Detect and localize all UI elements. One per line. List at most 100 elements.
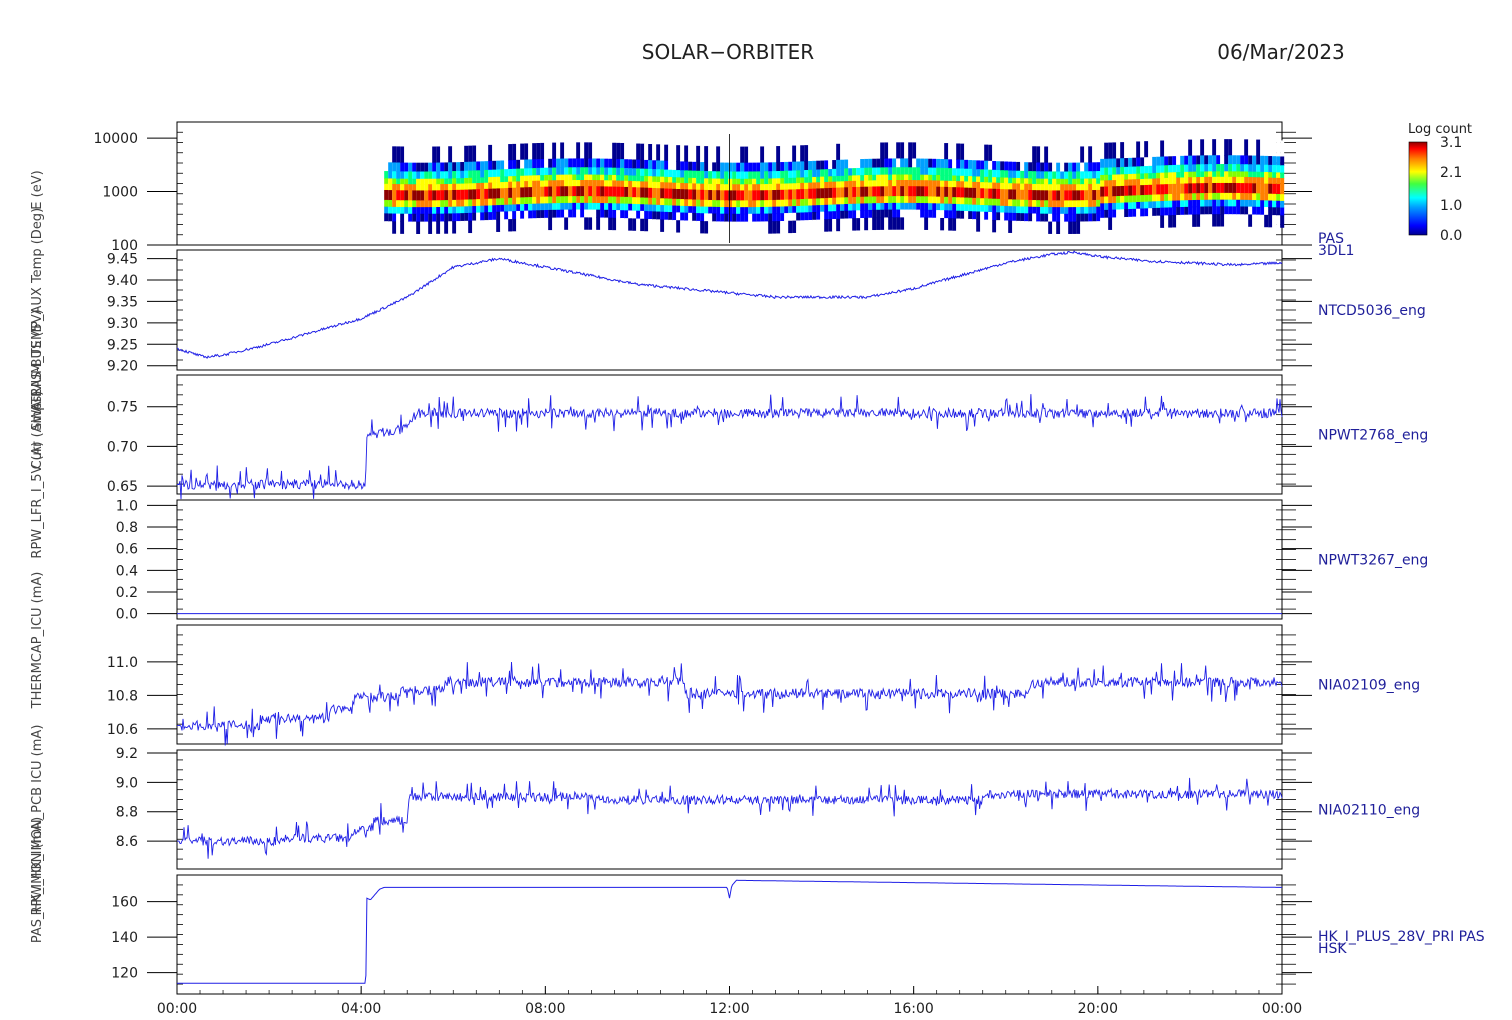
spectrogram-cell — [1160, 178, 1165, 185]
spectrogram-cell — [1128, 216, 1133, 230]
spectrogram-cell — [800, 199, 805, 207]
spectrogram-cell — [980, 188, 985, 199]
panel-frame — [176, 374, 1283, 495]
spectrogram-cell — [448, 178, 453, 185]
spectrogram-cell — [660, 144, 665, 162]
spectrogram-cell — [1048, 162, 1053, 172]
spectrogram-cell — [952, 197, 957, 205]
spectrogram-cell — [680, 182, 685, 190]
spectrogram-cell — [724, 184, 729, 191]
spectrogram-cell — [584, 202, 589, 211]
spectrogram-cell — [872, 142, 877, 160]
spectrogram-cell — [792, 189, 797, 200]
spectrogram-cell — [992, 198, 997, 206]
spectrogram-cell — [432, 162, 437, 172]
spectrogram-cell — [636, 187, 641, 198]
spectrogram-cell — [1160, 207, 1165, 217]
spectrogram-cell — [468, 206, 473, 214]
spectrogram-cell — [632, 218, 637, 231]
spectrogram-cell — [872, 186, 877, 197]
spectrogram-cell — [960, 210, 965, 220]
spectrogram-cell — [572, 209, 577, 218]
spectrogram-cell — [588, 217, 593, 230]
spectrogram-cell — [600, 167, 605, 176]
spectrogram-cell — [528, 180, 533, 188]
spectrogram-cell — [656, 144, 661, 161]
spectrogram-cell — [772, 183, 777, 191]
spectrogram-cell — [780, 162, 785, 172]
spectrogram-cell — [1140, 178, 1145, 186]
spectrogram-cell — [1096, 206, 1101, 214]
spectrogram-cell — [788, 177, 793, 184]
spectrogram-cell — [1016, 206, 1021, 214]
spectrogram-cell — [1072, 162, 1077, 172]
spectrogram-cell — [740, 162, 745, 173]
spectrogram-cell — [972, 219, 977, 232]
spectrogram-cell — [964, 197, 969, 205]
spectrogram-cell — [1032, 178, 1037, 185]
spectrogram-cell — [444, 162, 449, 172]
spectrogram-cell — [596, 180, 601, 187]
spectrogram-cell — [428, 171, 433, 180]
spectrogram-cell — [1212, 206, 1217, 215]
spectrogram-cell — [1276, 193, 1281, 202]
spectrogram-cell — [980, 198, 985, 206]
spectrogram-cell — [388, 200, 393, 208]
spectrogram-cell — [984, 205, 989, 213]
spectrogram-cell — [1220, 176, 1225, 184]
spectrogram-cell — [520, 159, 525, 169]
spectrogram-cell — [840, 143, 845, 161]
spectrogram-cell — [592, 202, 597, 211]
spectrogram-cell — [656, 160, 661, 170]
spectrogram-cell — [1256, 214, 1261, 227]
spectrogram-cell — [1248, 199, 1253, 208]
spectrogram-cell — [416, 200, 421, 208]
spectrogram-cell — [948, 175, 953, 182]
spectrogram-cell — [568, 174, 573, 181]
spectrogram-cell — [656, 176, 661, 183]
spectrogram-cell — [1052, 171, 1057, 180]
spectrogram-cell — [1004, 177, 1009, 184]
spectrogram-cell — [760, 200, 765, 208]
spectrogram-cell — [724, 213, 729, 223]
spectrogram-cell — [592, 142, 597, 159]
spectrogram-cell — [692, 212, 697, 222]
spectrogram-cell — [388, 213, 393, 222]
spectrogram-cell — [500, 176, 505, 183]
spectrogram-cell — [1160, 194, 1165, 202]
spectrogram-cell — [1216, 164, 1221, 172]
spectrogram-cell — [720, 162, 725, 172]
spectrogram-cell — [884, 174, 889, 181]
spectrogram-cell — [968, 218, 973, 232]
spectrogram-cell — [444, 213, 449, 222]
spectrogram-cell — [1140, 201, 1145, 210]
spectrogram-cell — [564, 196, 569, 204]
spectrogram-cell — [988, 212, 993, 221]
spectrogram-cell — [792, 145, 797, 163]
spectrogram-cell — [1044, 190, 1049, 201]
spectrogram-cell — [476, 205, 481, 214]
spectrogram-cell — [532, 159, 537, 169]
spectrogram-cell — [1272, 200, 1277, 208]
spectrogram-cell — [984, 198, 989, 206]
spectrogram-cell — [1000, 220, 1005, 233]
spectrogram-cell — [580, 158, 585, 168]
spectrogram-cell — [1156, 184, 1161, 195]
spectrogram-cell — [572, 217, 577, 230]
spectrogram-cell — [876, 209, 881, 219]
spectrogram-cell — [660, 188, 665, 199]
spectrogram-cell — [892, 167, 897, 176]
spectrogram-cell — [1260, 164, 1265, 173]
spectrogram-cell — [764, 213, 769, 222]
spectrogram-cell — [948, 218, 953, 231]
spectrogram-cell — [804, 177, 809, 184]
spectrogram-cell — [1128, 179, 1133, 187]
spectrogram-cell — [736, 190, 741, 201]
spectrogram-cell — [1208, 139, 1213, 156]
spectrogram-cell — [768, 200, 773, 208]
spectrogram-cell — [792, 161, 797, 171]
spectrogram-cell — [828, 204, 833, 212]
spectrogram-cell — [1224, 171, 1229, 178]
spectrogram-cell — [1052, 207, 1057, 215]
spectrogram-cell — [472, 212, 477, 222]
